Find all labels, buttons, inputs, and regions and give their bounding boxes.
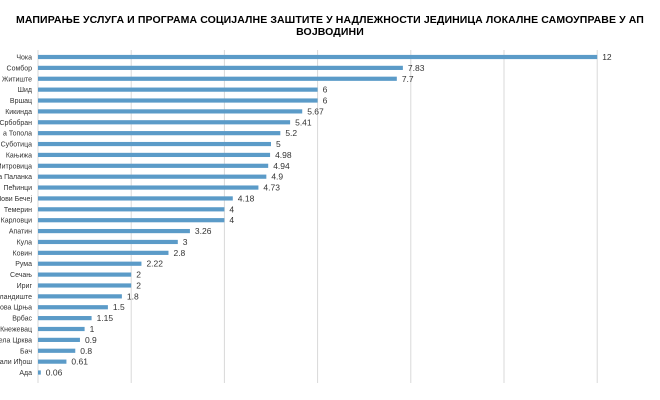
category-label: Темерин: [4, 207, 32, 214]
bar: [38, 131, 281, 136]
category-label: Зландиште: [0, 294, 32, 301]
category-label: а Топола: [3, 131, 32, 138]
value-label: 3: [183, 237, 188, 247]
category-label: Ада: [19, 370, 32, 377]
bar: [38, 109, 303, 114]
category-label: ела Црква: [0, 337, 32, 344]
value-label: 7.83: [408, 63, 425, 73]
bar: [38, 196, 233, 201]
bar: [38, 272, 132, 277]
value-label: 5.67: [307, 106, 324, 116]
bar: [38, 228, 190, 234]
bar: [38, 294, 122, 299]
bar: [38, 152, 271, 158]
category-label: Карловци: [1, 218, 32, 225]
category-label: Кикинда: [5, 109, 32, 116]
value-label: 4.94: [273, 161, 290, 171]
category-label: Сомбор: [7, 64, 33, 72]
value-label: 1.5: [113, 302, 125, 312]
value-label: 4: [229, 215, 234, 225]
bar: [38, 348, 76, 353]
value-label: 5: [276, 139, 281, 149]
category-label: Шид: [18, 87, 32, 94]
category-label: Рума: [15, 261, 32, 268]
value-label: 4.18: [238, 193, 255, 203]
bar: [38, 207, 225, 212]
category-label: Нова Црња: [0, 305, 32, 312]
bar: [38, 283, 132, 288]
value-label: 4.98: [275, 150, 292, 160]
category-label: Пећинци: [3, 184, 32, 192]
value-label: 2.22: [146, 259, 163, 269]
value-label: 7.7: [402, 74, 414, 84]
value-label: 2: [136, 270, 141, 280]
value-label: 12: [602, 52, 612, 62]
bar: [38, 250, 169, 255]
category-label: Врбас: [12, 315, 32, 323]
bar: [38, 261, 142, 266]
value-label: 5.41: [295, 117, 312, 127]
bar: [38, 305, 108, 310]
bar: [38, 141, 271, 147]
chart-title: МАПИРАЊЕ УСЛУГА И ПРОГРАМА СОЦИЈАЛНЕ ЗАШ…: [16, 14, 644, 38]
category-label: Кнежевац: [0, 327, 32, 334]
value-label: 0.61: [71, 357, 88, 367]
bar: [38, 174, 267, 179]
category-label: Ириг: [17, 283, 33, 290]
category-label: Србобран: [0, 119, 32, 127]
bar: [38, 239, 178, 245]
bar: [38, 370, 41, 375]
category-label: Сечањ: [10, 272, 32, 279]
bar: [38, 218, 225, 223]
bar: [38, 326, 85, 332]
category-label: Суботица: [1, 141, 33, 149]
category-label: Нови Бечеј: [0, 196, 32, 203]
value-label: 2: [136, 280, 141, 290]
category-label: Житиште: [2, 76, 32, 83]
category-label: Вршац: [10, 98, 32, 105]
value-label: 3.26: [195, 226, 212, 236]
category-label: Митровица: [0, 163, 32, 170]
value-label: 2.8: [173, 248, 185, 258]
category-label: Бач: [20, 348, 32, 355]
bar: [38, 98, 318, 103]
value-label: 1.8: [127, 291, 139, 301]
category-label: а Паланка: [0, 174, 32, 181]
bar: [38, 76, 397, 81]
value-label: 0.9: [85, 335, 97, 345]
value-label: 4: [229, 204, 234, 214]
bar-layer: [38, 54, 598, 375]
bar: [38, 54, 598, 60]
category-label: Ковин: [13, 250, 33, 257]
category-label: Кула: [17, 239, 33, 246]
value-label: 0.8: [80, 346, 92, 356]
value-label: 6: [323, 96, 328, 106]
bar: [38, 163, 269, 168]
category-label: Мали Иђош: [0, 359, 32, 366]
category-label: Апатин: [9, 229, 32, 236]
value-label: 1: [90, 324, 95, 334]
value-label: 4.73: [263, 183, 280, 193]
bar: [38, 185, 259, 190]
category-label: Чока: [16, 55, 32, 62]
category-label: Кањижа: [6, 152, 32, 159]
value-label: 1.15: [97, 313, 114, 323]
bar: [38, 87, 318, 92]
bar: [38, 337, 80, 342]
bar: [38, 359, 67, 364]
bar: [38, 65, 403, 70]
bar: [38, 120, 291, 125]
value-label: 0.06: [46, 368, 63, 378]
bar: [38, 316, 92, 321]
value-label: 4.9: [271, 172, 283, 182]
value-label: 5.2: [285, 128, 297, 138]
value-label: 6: [323, 85, 328, 95]
